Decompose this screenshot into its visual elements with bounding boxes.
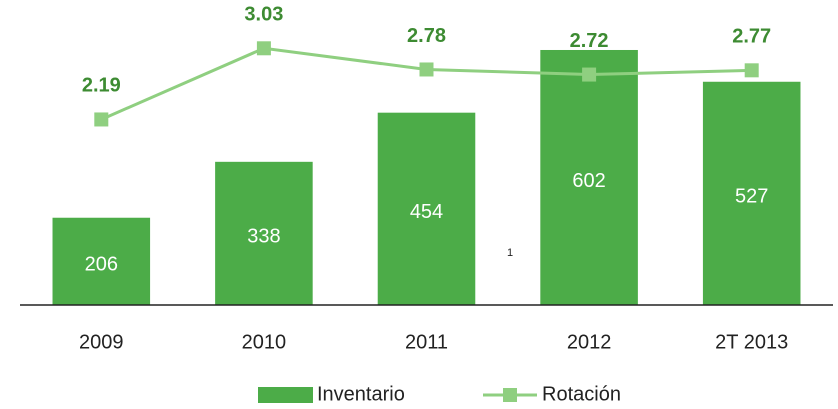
line-marker [94,112,109,127]
bar [540,49,638,305]
line-value-label: 2.77 [732,26,771,48]
line-marker [419,62,434,77]
bar [52,217,151,305]
line-marker [744,63,759,78]
x-tick-label: 2010 [242,331,287,353]
legend-swatch [503,388,517,402]
x-tick-label: 2009 [79,331,124,353]
line-value-label: 2.19 [82,75,121,97]
bar [215,161,313,305]
x-tick-label: 2011 [405,331,448,353]
annotation: 1 [507,247,513,259]
x-tick-label: 2T 2013 [715,331,788,353]
line-value-label: 3.03 [244,4,283,26]
bar [377,112,476,305]
line-value-label: 2.78 [407,25,446,47]
bar-value-label: 206 [85,254,118,276]
bar-value-label: 527 [735,186,768,208]
line [100,46,752,121]
bar-value-label: 454 [410,201,443,223]
legend-label: Rotación [542,383,621,405]
line-marker [256,41,271,56]
bar-value-label: 338 [247,226,280,248]
line-marker [582,67,597,82]
x-tick-label: 2012 [567,331,612,353]
legend-swatch [258,387,313,403]
legend-label: Inventario [317,383,405,405]
bar [702,81,801,305]
line-value-label: 2.72 [570,30,609,52]
bar-value-label: 602 [572,170,605,192]
